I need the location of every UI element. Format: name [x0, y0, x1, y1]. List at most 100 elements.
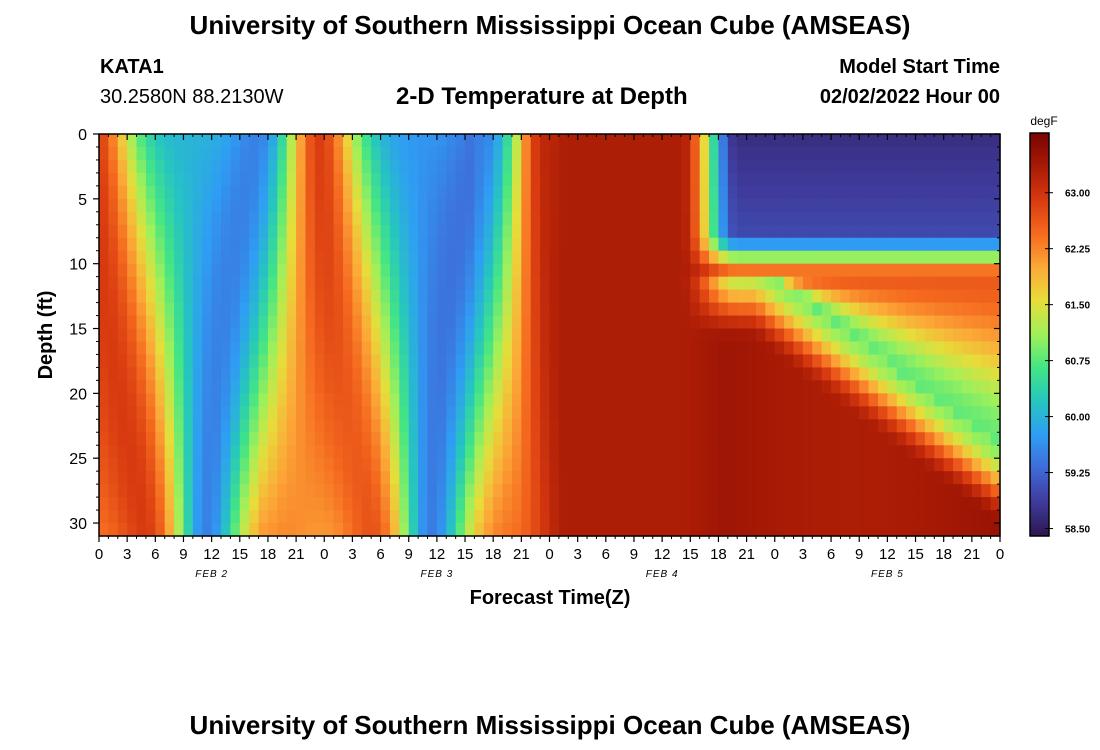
heatmap-cell — [877, 198, 888, 213]
heatmap-cell — [849, 484, 860, 498]
heatmap-cell — [389, 276, 400, 291]
heatmap-cell — [117, 237, 128, 252]
heatmap-cell — [530, 172, 541, 187]
heatmap-cell — [258, 380, 269, 394]
heatmap-cell — [99, 185, 109, 200]
heatmap-cell — [145, 146, 156, 161]
heatmap-cell — [389, 185, 400, 200]
heatmap-cell — [418, 497, 429, 511]
heatmap-cell — [239, 497, 250, 511]
heatmap-cell — [652, 328, 663, 343]
heatmap-cell — [671, 471, 682, 485]
heatmap-cell — [117, 134, 128, 148]
heatmap-cell — [155, 263, 166, 278]
heatmap-cell — [436, 406, 447, 420]
heatmap-cell — [793, 315, 804, 330]
heatmap-cell — [812, 380, 823, 394]
heatmap-cell — [831, 315, 842, 330]
heatmap-cell — [174, 341, 185, 356]
heatmap-cell — [389, 341, 400, 356]
heatmap-cell — [549, 250, 560, 265]
heatmap-cell — [821, 315, 832, 330]
heatmap-cell — [793, 497, 804, 511]
heatmap-cell — [577, 406, 588, 420]
heatmap-cell — [296, 315, 307, 330]
heatmap-cell — [727, 302, 738, 317]
heatmap-cell — [587, 237, 598, 252]
heatmap-cell — [652, 406, 663, 420]
heatmap-cell — [849, 172, 860, 187]
heatmap-cell — [765, 263, 776, 278]
heatmap-cell — [802, 237, 813, 252]
heatmap-cell — [793, 406, 804, 420]
heatmap-cell — [277, 263, 288, 278]
heatmap-cell — [314, 380, 325, 394]
heatmap-cell — [314, 172, 325, 187]
heatmap-cell — [812, 198, 823, 213]
heatmap-cell — [587, 289, 598, 304]
heatmap-cell — [924, 471, 935, 485]
heatmap-cell — [765, 432, 776, 446]
heatmap-cell — [737, 134, 748, 148]
heatmap-cell — [953, 172, 964, 187]
heatmap-cell — [483, 523, 494, 537]
heatmap-cell — [924, 484, 935, 498]
heatmap-cell — [906, 497, 917, 511]
heatmap-cell — [465, 172, 476, 187]
heatmap-cell — [380, 289, 391, 304]
heatmap-cell — [174, 211, 185, 226]
heatmap-cell — [267, 497, 278, 511]
heatmap-cell — [727, 198, 738, 213]
heatmap-cell — [483, 406, 494, 420]
heatmap-cell — [277, 510, 288, 524]
heatmap-cell — [877, 393, 888, 407]
heatmap-cell — [540, 159, 551, 174]
x-tick-label: 15 — [907, 546, 924, 563]
heatmap-cell — [633, 510, 644, 524]
heatmap-cell — [981, 445, 992, 459]
heatmap-cell — [633, 341, 644, 356]
heatmap-cell — [859, 432, 870, 446]
heatmap-cell — [671, 432, 682, 446]
heatmap-cell — [765, 328, 776, 343]
heatmap-cell — [145, 198, 156, 213]
heatmap-cell — [784, 341, 795, 356]
heatmap-cell — [671, 445, 682, 459]
heatmap-cell — [615, 367, 626, 381]
heatmap-cell — [821, 134, 832, 148]
heatmap-cell — [605, 445, 616, 459]
heatmap-cell — [136, 289, 147, 304]
heatmap-cell — [436, 224, 447, 239]
heatmap-cell — [802, 159, 813, 174]
heatmap-cell — [943, 497, 954, 511]
heatmap-cell — [812, 445, 823, 459]
heatmap-cell — [587, 172, 598, 187]
heatmap-cell — [418, 159, 429, 174]
heatmap-cell — [568, 315, 579, 330]
heatmap-cell — [953, 315, 964, 330]
heatmap-cell — [953, 185, 964, 200]
heatmap-cell — [408, 211, 419, 226]
heatmap-cell — [981, 289, 992, 304]
heatmap-cell — [530, 380, 541, 394]
heatmap-cell — [436, 185, 447, 200]
heatmap-cell — [849, 354, 860, 369]
heatmap-cell — [802, 406, 813, 420]
heatmap-cell — [971, 134, 982, 148]
heatmap-cell — [755, 185, 766, 200]
heatmap-cell — [183, 341, 194, 356]
x-tick-label: 0 — [771, 546, 779, 563]
heatmap-cell — [887, 172, 898, 187]
heatmap-cell — [399, 159, 410, 174]
heatmap-cell — [690, 146, 701, 161]
heatmap-cell — [267, 354, 278, 369]
heatmap-cell — [699, 393, 710, 407]
heatmap-cell — [934, 510, 945, 524]
heatmap-cell — [202, 134, 213, 148]
heatmap-cell — [943, 224, 954, 239]
heatmap-cell — [136, 315, 147, 330]
heatmap-cell — [371, 393, 382, 407]
heatmap-cell — [868, 497, 879, 511]
heatmap-cell — [934, 146, 945, 161]
heatmap-cell — [324, 510, 335, 524]
